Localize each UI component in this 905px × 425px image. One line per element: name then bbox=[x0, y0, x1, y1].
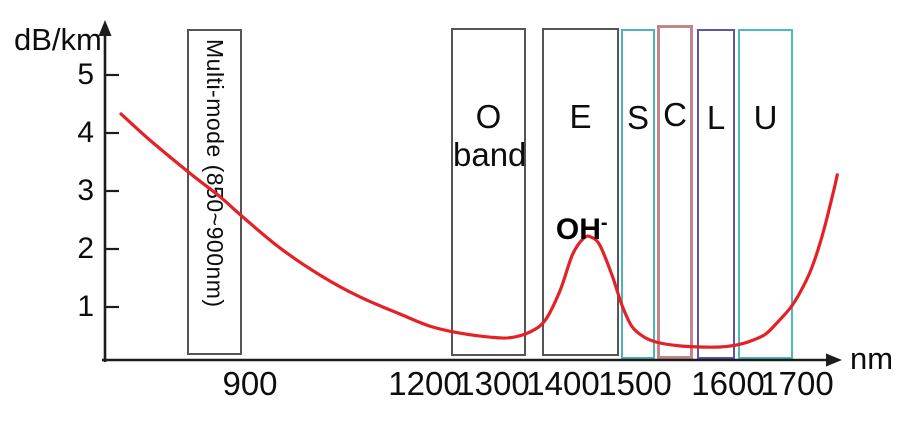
x-tick-label: 1600 bbox=[691, 365, 765, 402]
x-tick-label: 1700 bbox=[760, 365, 834, 402]
x-axis-unit-label: nm bbox=[850, 341, 894, 376]
y-axis-arrowhead bbox=[98, 20, 112, 36]
band-label-line: band bbox=[453, 135, 527, 173]
band-label-e: E bbox=[544, 98, 617, 136]
oh-annotation-text: OH bbox=[555, 212, 601, 246]
band-box-c: C bbox=[657, 25, 693, 359]
band-label-s: S bbox=[623, 99, 653, 137]
band-label-u: U bbox=[740, 99, 791, 137]
band-label-line: C bbox=[663, 96, 687, 133]
band-box-s: S bbox=[621, 29, 655, 359]
band-box-e: E bbox=[542, 28, 619, 356]
band-label-l: L bbox=[699, 99, 733, 137]
band-label-line: O bbox=[475, 98, 502, 135]
band-label-line: E bbox=[569, 98, 592, 135]
x-tick-label: 1400 bbox=[526, 365, 600, 402]
oh-minus-annotation: OH- bbox=[556, 212, 608, 247]
y-tick-label: 3 bbox=[77, 174, 94, 207]
band-label-line: U bbox=[753, 99, 778, 136]
y-tick-label: 2 bbox=[77, 232, 94, 265]
x-tick-label: 1500 bbox=[598, 365, 672, 402]
x-tick-label: 1300 bbox=[456, 365, 530, 402]
y-axis-unit-label: dB/km bbox=[14, 22, 102, 57]
x-axis-arrowhead bbox=[826, 353, 842, 367]
x-tick-label: 1200 bbox=[388, 365, 462, 402]
band-box-multimode: Multi-mode (850~900nm) bbox=[187, 29, 242, 355]
oh-annotation-superscript: - bbox=[600, 211, 608, 234]
y-tick-label: 4 bbox=[77, 116, 94, 149]
x-tick-label: 900 bbox=[222, 365, 278, 402]
band-label-c: C bbox=[660, 96, 690, 134]
y-tick-label: 1 bbox=[77, 290, 94, 323]
attenuation-curve bbox=[119, 112, 839, 349]
band-box-u: U bbox=[738, 29, 793, 359]
band-label-line: S bbox=[626, 99, 649, 136]
y-tick-label: 5 bbox=[77, 58, 94, 91]
band-label-line: L bbox=[706, 99, 726, 136]
band-label-multimode: Multi-mode (850~900nm) bbox=[202, 39, 228, 308]
band-box-l: L bbox=[697, 29, 735, 359]
